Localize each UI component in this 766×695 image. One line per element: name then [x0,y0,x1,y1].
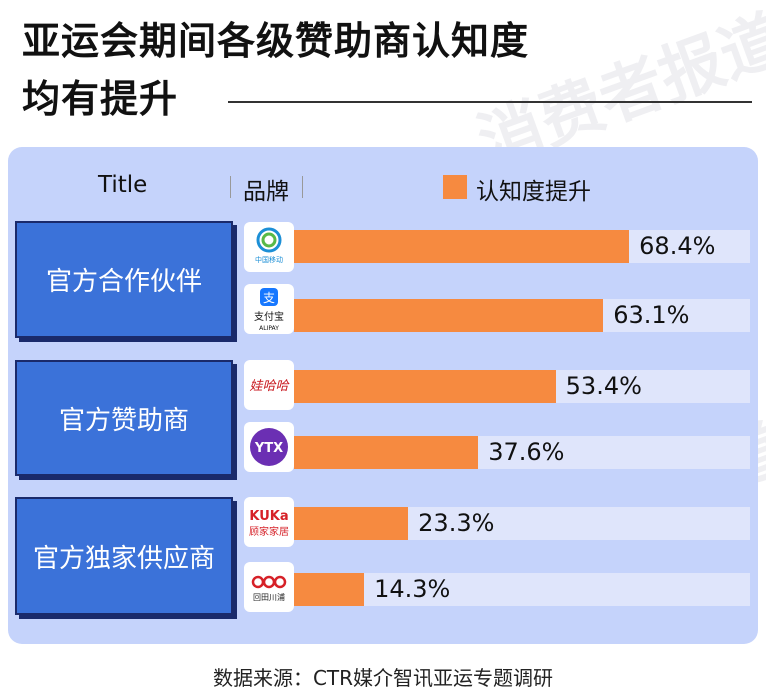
ytx-icon: YTX [250,428,288,466]
value-label-5: 14.3% [374,575,451,603]
svg-text:YTX: YTX [254,441,283,456]
svg-text:娃哈哈: 娃哈哈 [249,379,290,394]
svg-text:KUKa: KUKa [249,509,288,524]
title-rule [228,101,752,103]
svg-text:支: 支 [263,291,275,305]
value-label-0: 68.4% [639,232,716,260]
supplier-icon: 回田川浦 [251,575,287,602]
bar-3 [294,436,479,469]
china-mobile-logo: 中国移动 [244,222,294,272]
svg-text:支付宝: 支付宝 [254,310,284,323]
kuka-logo: KUKa 顾家家居 [244,497,294,547]
value-label-4: 23.3% [418,509,495,537]
header-title: Title [98,172,148,198]
wahaha-icon: 娃哈哈 [249,379,290,394]
kuka-icon: KUKa 顾家家居 [249,509,289,538]
header-separator [230,176,231,198]
svg-text:ALIPAY: ALIPAY [259,325,279,332]
group-official-supplier: 官方独家供应商 [15,497,233,615]
svg-text:中国移动: 中国移动 [255,255,283,264]
value-label-2: 53.4% [565,372,642,400]
svg-text:顾家家居: 顾家家居 [249,525,289,538]
bar-0 [294,230,630,263]
china-mobile-icon: 中国移动 [255,227,283,264]
page-title-line1: 亚运会期间各级赞助商认知度 [22,19,530,63]
data-source: 数据来源：CTR媒介智讯亚运专题调研 [212,666,554,690]
svg-text:回田川浦: 回田川浦 [253,592,285,602]
alipay-icon: 支 支付宝 ALIPAY [254,288,284,332]
alipay-logo: 支 支付宝 ALIPAY [244,284,294,334]
group-official-partner: 官方合作伙伴 [15,221,233,338]
supplier-logo: 回田川浦 [244,562,294,612]
legend-swatch [443,175,467,199]
page-title-line2: 均有提升 [22,77,179,121]
bar-track [294,573,750,606]
header-brand: 品牌 [243,179,289,205]
group-official-sponsor: 官方赞助商 [15,360,233,476]
header-separator [302,176,303,198]
ytx-logo: YTX [244,422,294,472]
legend-label: 认知度提升 [476,179,591,205]
value-label-1: 63.1% [613,301,690,329]
wahaha-logo: 娃哈哈 [244,360,294,410]
bar-4 [294,507,409,540]
bar-2 [294,370,556,403]
value-label-3: 37.6% [488,438,565,466]
bar-5 [294,573,365,606]
bar-1 [294,299,604,332]
